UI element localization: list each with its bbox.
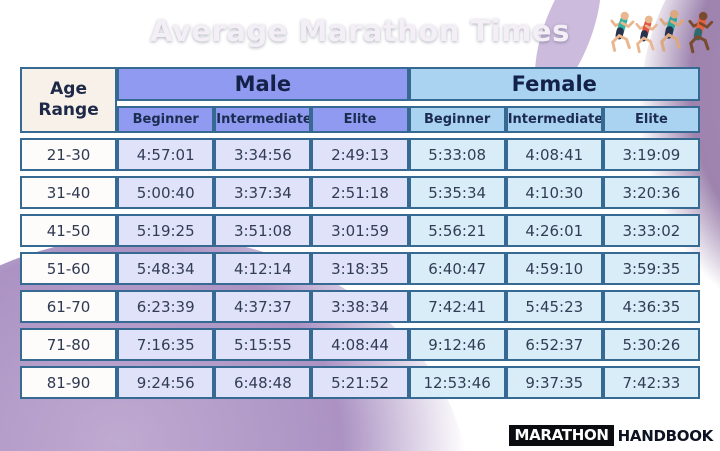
age-cell: 31-40	[20, 176, 118, 209]
age-cell: 21-30	[20, 138, 118, 171]
table-row: 41-50 5:19:25 3:51:08 3:01:59 5:56:21 4:…	[20, 214, 700, 247]
time-cell: 4:12:14	[214, 252, 312, 285]
age-cell: 71-80	[20, 328, 118, 361]
female-elite-header: Elite	[602, 106, 700, 133]
time-cell: 12:53:46	[408, 366, 506, 399]
time-cell: 2:51:18	[311, 176, 409, 209]
sub-header-row: Beginner Intermediate Elite Beginner Int…	[20, 106, 700, 133]
table-row: 61-70 6:23:39 4:37:37 3:38:34 7:42:41 5:…	[20, 290, 700, 323]
time-cell: 5:00:40	[117, 176, 215, 209]
time-cell: 5:48:34	[117, 252, 215, 285]
male-group-header: Male	[117, 67, 409, 101]
time-cell: 7:42:41	[408, 290, 506, 323]
time-cell: 3:19:09	[602, 138, 700, 171]
time-cell: 6:23:39	[117, 290, 215, 323]
runners-svg	[610, 9, 714, 54]
time-cell: 5:21:52	[311, 366, 409, 399]
time-cell: 5:15:55	[214, 328, 312, 361]
female-beginner-header: Beginner	[408, 106, 506, 133]
title-bar: Average Marathon Times	[0, 0, 720, 62]
time-cell: 5:45:23	[505, 290, 603, 323]
time-cell: 9:37:35	[505, 366, 603, 399]
time-cell: 5:56:21	[408, 214, 506, 247]
runners-illustration-icon	[610, 2, 716, 60]
time-cell: 4:08:44	[311, 328, 409, 361]
brand-marathon-box: MARATHON	[509, 425, 614, 446]
time-cell: 2:49:13	[311, 138, 409, 171]
time-cell: 3:20:36	[602, 176, 700, 209]
time-cell: 3:51:08	[214, 214, 312, 247]
age-range-header: Age Range	[20, 67, 118, 133]
time-cell: 4:57:01	[117, 138, 215, 171]
time-cell: 4:10:30	[505, 176, 603, 209]
time-cell: 6:40:47	[408, 252, 506, 285]
age-cell: 61-70	[20, 290, 118, 323]
page-title: Average Marathon Times	[150, 14, 570, 48]
male-elite-header: Elite	[311, 106, 409, 133]
female-group-header: Female	[408, 67, 700, 101]
time-cell: 3:37:34	[214, 176, 312, 209]
time-cell: 9:24:56	[117, 366, 215, 399]
table-row: 21-30 4:57:01 3:34:56 2:49:13 5:33:08 4:…	[20, 138, 700, 171]
time-cell: 9:12:46	[408, 328, 506, 361]
time-cell: 6:52:37	[505, 328, 603, 361]
age-cell: 81-90	[20, 366, 118, 399]
age-cell: 51-60	[20, 252, 118, 285]
time-cell: 4:36:35	[602, 290, 700, 323]
male-intermediate-header: Intermediate	[214, 106, 312, 133]
time-cell: 3:38:34	[311, 290, 409, 323]
time-cell: 5:33:08	[408, 138, 506, 171]
male-beginner-header: Beginner	[117, 106, 215, 133]
brand-handbook-text: HANDBOOK	[617, 426, 714, 445]
time-cell: 5:30:26	[602, 328, 700, 361]
marathon-times-table: Age Range Male Female Beginner Intermedi…	[20, 62, 700, 404]
table-row: 71-80 7:16:35 5:15:55 4:08:44 9:12:46 6:…	[20, 328, 700, 361]
table-row: 31-40 5:00:40 3:37:34 2:51:18 5:35:34 4:…	[20, 176, 700, 209]
table-row: 81-90 9:24:56 6:48:48 5:21:52 12:53:46 9…	[20, 366, 700, 399]
time-cell: 4:59:10	[505, 252, 603, 285]
time-cell: 4:37:37	[214, 290, 312, 323]
age-cell: 41-50	[20, 214, 118, 247]
brand-logo: MARATHON HANDBOOK	[509, 425, 713, 446]
time-cell: 7:42:33	[602, 366, 700, 399]
time-cell: 5:19:25	[117, 214, 215, 247]
time-cell: 4:26:01	[505, 214, 603, 247]
time-cell: 4:08:41	[505, 138, 603, 171]
time-cell: 3:59:35	[602, 252, 700, 285]
time-cell: 3:34:56	[214, 138, 312, 171]
group-header-row: Age Range Male Female	[20, 67, 700, 133]
time-cell: 3:18:35	[311, 252, 409, 285]
time-cell: 5:35:34	[408, 176, 506, 209]
time-cell: 6:48:48	[214, 366, 312, 399]
time-cell: 3:33:02	[602, 214, 700, 247]
time-cell: 7:16:35	[117, 328, 215, 361]
table-row: 51-60 5:48:34 4:12:14 3:18:35 6:40:47 4:…	[20, 252, 700, 285]
time-cell: 3:01:59	[311, 214, 409, 247]
female-intermediate-header: Intermediate	[505, 106, 603, 133]
